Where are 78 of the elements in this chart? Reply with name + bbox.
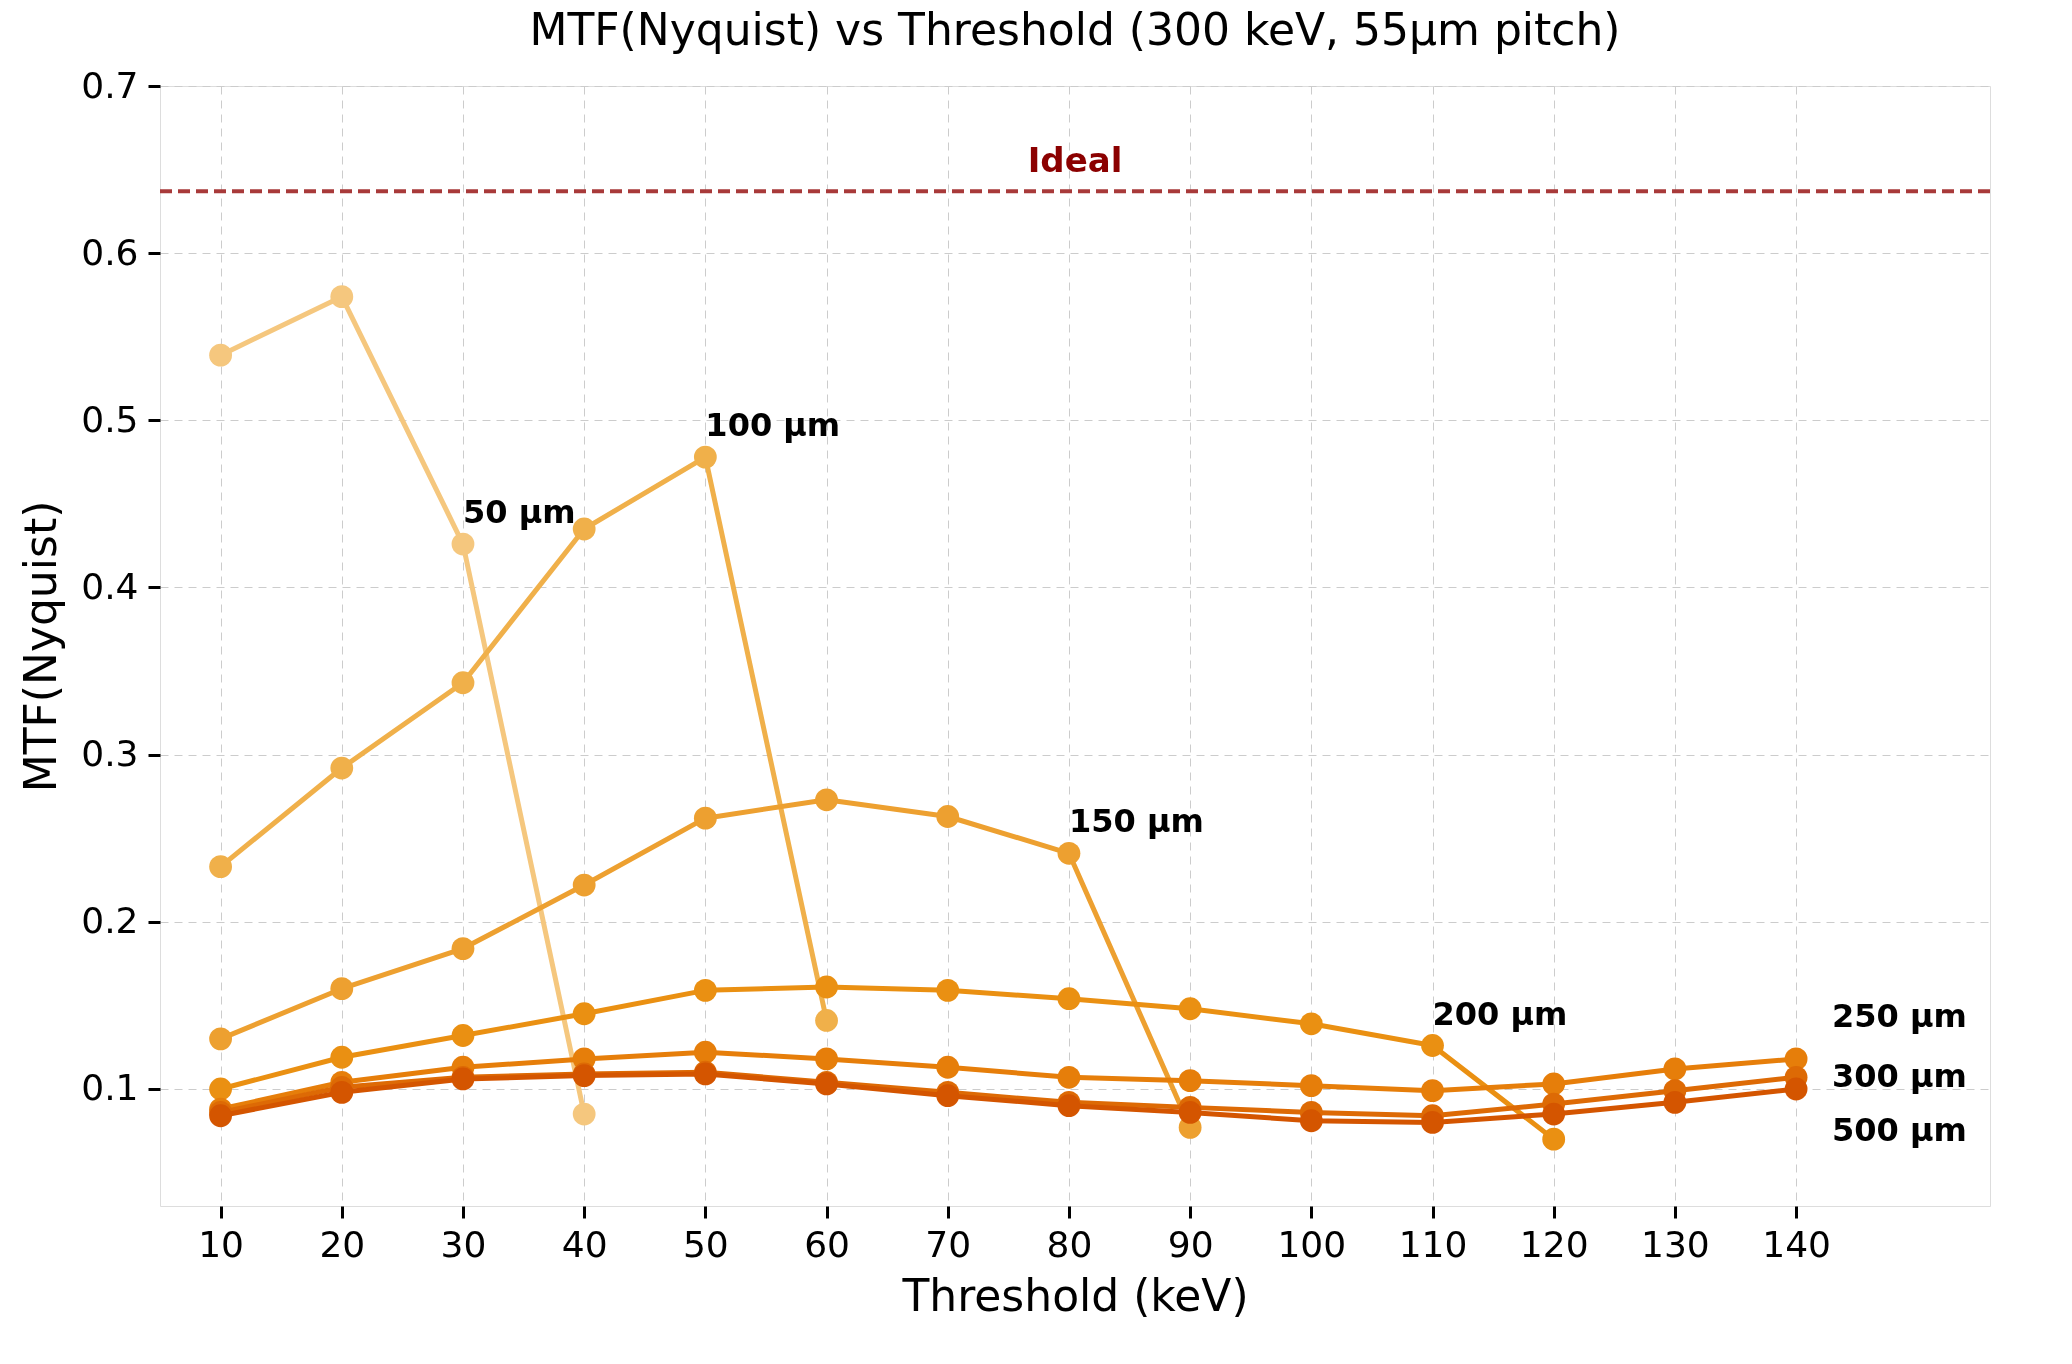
- point: [451, 671, 475, 695]
- x-tick-label: 30: [440, 1223, 487, 1265]
- point: [936, 805, 960, 828]
- point: [1421, 1111, 1444, 1134]
- point: [209, 1077, 232, 1101]
- x-tick-label: 130: [1641, 1223, 1710, 1265]
- series-label: 250 µm: [1832, 996, 1967, 1035]
- chart-title: MTF(Nyquist) vs Threshold (300 keV, 55µm pitch): [529, 4, 1621, 55]
- point: [693, 806, 717, 830]
- x-tick-label: 80: [1046, 1223, 1093, 1265]
- x-axis-title: Threshold (keV): [901, 1269, 1249, 1321]
- point: [693, 1040, 717, 1064]
- point: [330, 1080, 354, 1104]
- point: [1421, 1034, 1444, 1057]
- point: [451, 1024, 475, 1047]
- y-tick-label: 0.5: [81, 398, 139, 440]
- point: [209, 343, 232, 367]
- point: [209, 1027, 232, 1051]
- series-label: 50 µm: [462, 493, 576, 532]
- y-tick-label: 0.2: [81, 900, 139, 942]
- series-label: 200 µm: [1432, 994, 1568, 1033]
- x-tick-label: 90: [1167, 1223, 1214, 1265]
- x-tick-label: 110: [1398, 1223, 1468, 1265]
- point: [1663, 1090, 1687, 1114]
- point: [1784, 1077, 1808, 1101]
- point: [1057, 1065, 1081, 1089]
- point: [815, 1009, 838, 1032]
- x-tick-label: 40: [561, 1223, 608, 1265]
- point: [1178, 997, 1202, 1021]
- point: [1421, 1079, 1444, 1103]
- y-tick-label: 0.3: [81, 733, 139, 775]
- x-tick-label: 140: [1762, 1223, 1831, 1265]
- point: [1057, 841, 1081, 865]
- point: [572, 873, 596, 897]
- point: [936, 978, 960, 1002]
- point: [693, 445, 717, 469]
- y-axis-title: MTF(Nyquist): [15, 500, 67, 793]
- x-tick-label: 50: [682, 1223, 729, 1265]
- x-tick-label: 70: [925, 1223, 972, 1265]
- point: [451, 937, 475, 960]
- x-tick-label: 120: [1519, 1223, 1589, 1265]
- point: [815, 788, 838, 812]
- point: [1663, 1057, 1687, 1081]
- point: [1542, 1127, 1566, 1151]
- series-label: 300 µm: [1832, 1057, 1967, 1096]
- y-tick-label: 0.7: [81, 64, 139, 106]
- point: [693, 978, 717, 1002]
- x-tick-label: 20: [319, 1223, 366, 1265]
- series-label: 100 µm: [705, 406, 841, 445]
- x-tick-label: 100: [1277, 1223, 1347, 1265]
- y-tick-label: 0.1: [81, 1067, 139, 1109]
- point: [572, 1102, 596, 1126]
- point: [1542, 1102, 1566, 1126]
- point: [330, 1045, 354, 1069]
- y-tick-label: 0.4: [81, 565, 139, 607]
- point: [936, 1055, 960, 1079]
- point: [330, 285, 354, 309]
- point: [815, 975, 838, 999]
- point: [1299, 1074, 1323, 1098]
- x-tick-label: 10: [198, 1223, 244, 1265]
- point: [1057, 987, 1081, 1011]
- point: [330, 977, 354, 1001]
- point: [330, 756, 354, 780]
- point: [572, 517, 596, 541]
- point: [1542, 1072, 1566, 1096]
- x-tick-label: 60: [804, 1223, 850, 1265]
- ref-line-label: Ideal: [1027, 140, 1123, 181]
- point: [209, 855, 232, 879]
- point: [1299, 1012, 1323, 1036]
- point: [1178, 1069, 1202, 1093]
- point: [1178, 1101, 1202, 1124]
- series-label: 150 µm: [1068, 802, 1204, 841]
- y-tick-label: 0.6: [81, 231, 139, 273]
- point: [451, 532, 475, 556]
- point: [1299, 1109, 1323, 1133]
- series-label: 500 µm: [1832, 1110, 1967, 1149]
- point: [572, 1002, 596, 1026]
- point: [815, 1047, 838, 1071]
